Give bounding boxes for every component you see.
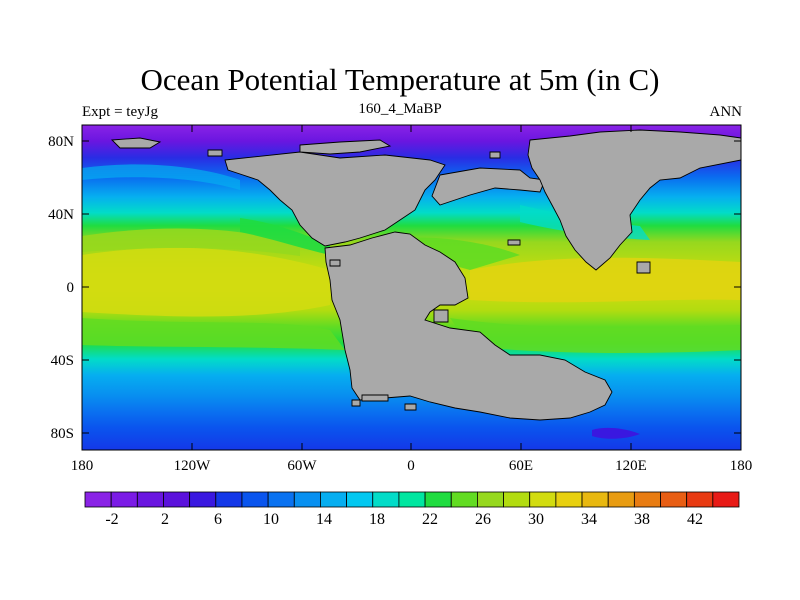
lat-ticks bbox=[82, 140, 741, 434]
land-island-2 bbox=[433, 309, 449, 323]
colorbar-swatch bbox=[712, 491, 740, 508]
colorbar-swatch bbox=[84, 491, 112, 508]
season-label: ANN bbox=[709, 104, 743, 120]
colorbar-swatch bbox=[110, 491, 138, 508]
lat-tick-label: 40N bbox=[48, 207, 74, 223]
colorbar-swatch bbox=[189, 491, 217, 508]
land-island-4 bbox=[404, 403, 417, 411]
colorbar-swatch bbox=[503, 491, 531, 508]
colorbar-swatch bbox=[607, 491, 635, 508]
lat-labels: 80N 40N 0 40S 80S bbox=[48, 134, 74, 442]
colorbar-swatch bbox=[450, 491, 478, 508]
colorbar-label: 2 bbox=[161, 511, 169, 528]
colorbar-label: 22 bbox=[422, 511, 438, 528]
lon-labels: 180 120W 60W 0 60E 120E 180 bbox=[71, 458, 753, 474]
lon-ticks bbox=[81, 125, 632, 450]
colorbar-label: 14 bbox=[316, 511, 332, 528]
colorbar-label: 18 bbox=[369, 511, 385, 528]
experiment-label: Expt = teyJg bbox=[82, 104, 158, 120]
land-island-3 bbox=[361, 394, 389, 402]
colorbar-swatch bbox=[476, 491, 504, 508]
lon-tick-label: 0 bbox=[407, 458, 415, 474]
land-asia-northeast bbox=[527, 129, 741, 271]
land-island-10 bbox=[489, 151, 501, 159]
colorbar-swatch bbox=[686, 491, 714, 508]
land-island-7 bbox=[507, 239, 521, 246]
colorbar-label: 10 bbox=[263, 511, 279, 528]
lon-tick-label: 60W bbox=[287, 458, 317, 474]
colorbar bbox=[84, 491, 740, 508]
lon-tick-label: 60E bbox=[509, 458, 533, 474]
lon-tick-label: 120W bbox=[174, 458, 212, 474]
colorbar-labels: -2 2 6 10 14 18 22 26 30 34 38 42 bbox=[105, 511, 703, 528]
lon-tick-label: 180 bbox=[71, 458, 94, 474]
land-laurasia-west bbox=[224, 151, 446, 247]
colorbar-swatch bbox=[555, 491, 583, 508]
colorbar-swatch bbox=[346, 491, 374, 508]
lat-tick-label: 80N bbox=[48, 134, 74, 150]
colorbar-swatch bbox=[320, 491, 348, 508]
land-arctic-strip bbox=[299, 139, 392, 155]
land-laurasia-east bbox=[431, 167, 546, 206]
colorbar-swatch bbox=[633, 491, 661, 508]
colorbar-swatch bbox=[215, 491, 243, 508]
lat-tick-label: 80S bbox=[51, 426, 74, 442]
land-island-5 bbox=[351, 399, 361, 407]
colorbar-label: -2 bbox=[105, 511, 118, 528]
lat-tick-label: 0 bbox=[67, 280, 75, 296]
lon-tick-label: 120E bbox=[615, 458, 647, 474]
colorbar-label: 30 bbox=[528, 511, 544, 528]
land-island-8 bbox=[110, 137, 162, 149]
map-subtitle: 160_4_MaBP bbox=[358, 101, 442, 117]
colorbar-swatch bbox=[267, 491, 295, 508]
colorbar-swatch bbox=[424, 491, 452, 508]
land-island-1 bbox=[636, 261, 651, 274]
map-title: Ocean Potential Temperature at 5m (in C) bbox=[140, 62, 660, 97]
colorbar-swatch bbox=[163, 491, 191, 508]
colorbar-label: 34 bbox=[581, 511, 597, 528]
colorbar-label: 38 bbox=[634, 511, 650, 528]
lat-tick-label: 40S bbox=[51, 353, 74, 369]
colorbar-swatch bbox=[581, 491, 609, 508]
colorbar-swatch bbox=[398, 491, 426, 508]
lon-tick-label: 180 bbox=[730, 458, 753, 474]
colorbar-swatch bbox=[372, 491, 400, 508]
colorbar-label: 42 bbox=[687, 511, 703, 528]
land-gondwana-africa bbox=[324, 231, 613, 421]
colorbar-swatch bbox=[293, 491, 321, 508]
colorbar-swatch bbox=[241, 491, 269, 508]
colorbar-swatch bbox=[529, 491, 557, 508]
colorbar-swatch bbox=[136, 491, 164, 508]
land-island-6 bbox=[329, 259, 341, 267]
land-masses bbox=[110, 129, 741, 421]
land-island-9 bbox=[207, 149, 223, 157]
colorbar-swatch bbox=[660, 491, 688, 508]
colorbar-label: 6 bbox=[214, 511, 222, 528]
colorbar-label: 26 bbox=[475, 511, 491, 528]
